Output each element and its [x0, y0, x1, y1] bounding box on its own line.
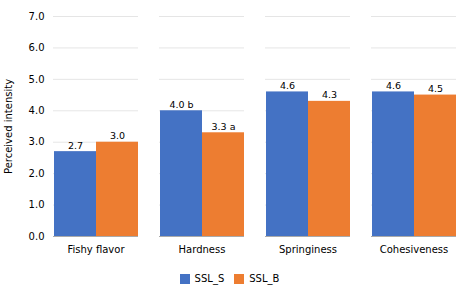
svg-text:2.0: 2.0 [29, 168, 45, 179]
svg-text:Hardness: Hardness [179, 244, 226, 255]
svg-text:4.6: 4.6 [386, 80, 401, 91]
svg-text:6.0: 6.0 [29, 42, 45, 53]
svg-text:4.6: 4.6 [280, 80, 295, 91]
svg-text:3.0: 3.0 [29, 136, 45, 147]
svg-text:4.3: 4.3 [322, 89, 337, 100]
svg-text:5.0: 5.0 [29, 74, 45, 85]
html-text:SSL_S: SSL_S [194, 273, 225, 284]
svg-text:4.5: 4.5 [428, 83, 443, 94]
svg-text:Fishy flavor: Fishy flavor [67, 244, 125, 255]
svg-text:0.0: 0.0 [29, 231, 45, 242]
svg-text:4.0 b: 4.0 b [169, 99, 193, 110]
svg-text:7.0: 7.0 [29, 11, 45, 22]
svg-text:Cohesiveness: Cohesiveness [380, 244, 449, 255]
svg-text:Springiness: Springiness [279, 244, 337, 255]
svg-text:3.3 a: 3.3 a [212, 121, 236, 132]
svg-text:1.0: 1.0 [29, 199, 45, 210]
svg-text:3.0: 3.0 [110, 130, 125, 141]
svg-text:2.7: 2.7 [68, 140, 83, 151]
html-text:SSL_B: SSL_B [249, 273, 280, 284]
svg-text:Perceived intensity: Perceived intensity [3, 79, 14, 174]
svg-text:4.0: 4.0 [29, 105, 45, 116]
